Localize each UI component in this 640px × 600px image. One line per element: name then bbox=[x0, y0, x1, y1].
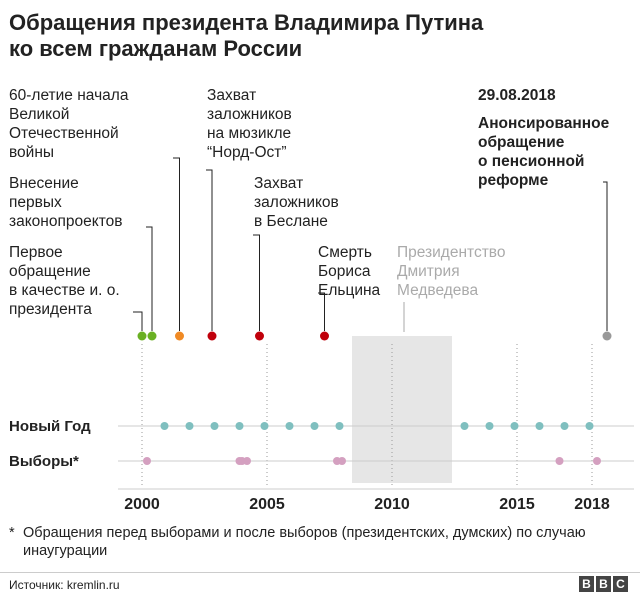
event-point bbox=[255, 331, 264, 341]
event-leader-line bbox=[206, 169, 213, 331]
chart-title-line-1: Обращения президента Владимира Путина bbox=[9, 10, 484, 35]
event-label-line: Смерть bbox=[318, 244, 372, 261]
bbc-logo-letter: B bbox=[596, 576, 611, 592]
event-label: 60-летие начала Великой Отечественной войны bbox=[9, 87, 129, 161]
series-point bbox=[510, 422, 519, 430]
event-point bbox=[207, 331, 217, 341]
series-point bbox=[210, 422, 219, 430]
x-tick-label: 2010 bbox=[374, 496, 410, 513]
series-point bbox=[260, 422, 269, 430]
bbc-logo-letter: B bbox=[579, 576, 594, 592]
series-point bbox=[160, 422, 169, 430]
event-label: Захват заложников на мюзикле “Норд-Ост” bbox=[207, 87, 292, 161]
event-label-line: заложников bbox=[207, 106, 292, 123]
event-label-line: Захват bbox=[254, 175, 303, 192]
event-label-line: на мюзикле bbox=[207, 125, 291, 142]
series-point bbox=[555, 457, 564, 465]
event-label: Первое обращение в качестве и. о. президент… bbox=[9, 244, 120, 318]
event-leader-line bbox=[253, 234, 260, 331]
event-label-line: обращение bbox=[9, 263, 91, 280]
event-label-line: Великой bbox=[9, 106, 69, 123]
event-leader-line bbox=[603, 181, 608, 331]
event-label-line: “Норд-Ост” bbox=[207, 144, 287, 161]
event-label-line: президента bbox=[9, 301, 92, 318]
event-label-line: Первое bbox=[9, 244, 63, 261]
series-point bbox=[285, 422, 294, 430]
event-label: Захват заложников в Беслане bbox=[254, 175, 339, 230]
event-point bbox=[137, 331, 147, 341]
event-date-label: 29.08.2018 bbox=[478, 87, 556, 104]
event-point bbox=[175, 331, 184, 341]
series-point bbox=[585, 422, 594, 430]
event-label: Анонсированное обращение о пенсионной рефор… bbox=[478, 115, 610, 189]
event-label-line: Бориса bbox=[318, 263, 371, 280]
event-label-line: войны bbox=[9, 144, 54, 161]
event-label-line: Внесение bbox=[9, 175, 79, 192]
event-label-line: заложников bbox=[254, 194, 339, 211]
event-label-line: Захват bbox=[207, 87, 256, 104]
event-label-line: первых bbox=[9, 194, 62, 211]
x-tick-label: 2015 bbox=[499, 496, 535, 513]
footnote-text: Обращения перед выборами и после выборов… bbox=[23, 525, 586, 559]
source-credit: Источник: kremlin.ru bbox=[9, 578, 120, 592]
chart-title-line-2: ко всем гражданам России bbox=[9, 36, 303, 61]
series-point bbox=[185, 422, 194, 430]
event-label-line: Ельцина bbox=[318, 282, 381, 299]
event-leader-line bbox=[318, 292, 325, 331]
event-label-line: законопроектов bbox=[9, 213, 122, 230]
series-point bbox=[535, 422, 544, 430]
medvedev-period-band bbox=[352, 336, 452, 483]
event-leader-line bbox=[133, 311, 143, 331]
event-point bbox=[147, 331, 157, 341]
event-label-line: реформе bbox=[478, 172, 549, 189]
x-tick-label: 2018 bbox=[574, 496, 610, 513]
series-point bbox=[235, 422, 244, 430]
series-point bbox=[460, 422, 469, 430]
event-label: Смерть Бориса Ельцина bbox=[318, 244, 381, 299]
event-label-line: обращение bbox=[478, 134, 565, 151]
event-label-line: в Беслане bbox=[254, 213, 328, 230]
bbc-logo-letter: C bbox=[613, 576, 628, 592]
event-point bbox=[602, 331, 612, 341]
series-point bbox=[560, 422, 569, 430]
series-point bbox=[593, 457, 601, 465]
event-label-line: Отечественной bbox=[9, 125, 119, 142]
x-tick-label: 2000 bbox=[124, 496, 160, 513]
event-label: Внесение первых законопроектов bbox=[9, 175, 122, 230]
x-tick-label: 2005 bbox=[249, 496, 285, 513]
event-label-line: о пенсионной bbox=[478, 153, 584, 170]
chart-title: Обращения президента Владимира Путина ко… bbox=[9, 10, 483, 62]
series-point bbox=[485, 422, 494, 430]
series-point bbox=[335, 422, 344, 430]
event-label-line: 60-летие начала bbox=[9, 87, 129, 104]
bbc-logo: B B C bbox=[579, 576, 628, 592]
medvedev-period-label: Президентство Дмитрия Медведева bbox=[397, 244, 506, 299]
series-point bbox=[243, 457, 251, 465]
event-point bbox=[320, 331, 329, 341]
series-label: Выборы* bbox=[9, 453, 79, 470]
series-label: Новый Год bbox=[9, 418, 91, 435]
series-point bbox=[143, 457, 151, 465]
series-point bbox=[310, 422, 319, 430]
medvedev-period-label-line: Медведева bbox=[397, 282, 478, 299]
timeline-chart: Новый Год Выборы* Первое обращение в качеств… bbox=[9, 87, 634, 513]
medvedev-period-label-line: Дмитрия bbox=[397, 263, 460, 280]
series-point bbox=[338, 457, 346, 465]
event-label-line: Анонсированное bbox=[478, 115, 610, 132]
event-leader-line bbox=[146, 226, 153, 331]
footer-divider bbox=[0, 572, 640, 573]
event-leader-line bbox=[173, 157, 180, 331]
footnote-asterisk: * bbox=[9, 525, 15, 541]
footnote: * Обращения перед выборами и после выбор… bbox=[9, 524, 640, 560]
event-label-line: в качестве и. о. bbox=[9, 282, 120, 299]
medvedev-period-label-line: Президентство bbox=[397, 244, 506, 261]
